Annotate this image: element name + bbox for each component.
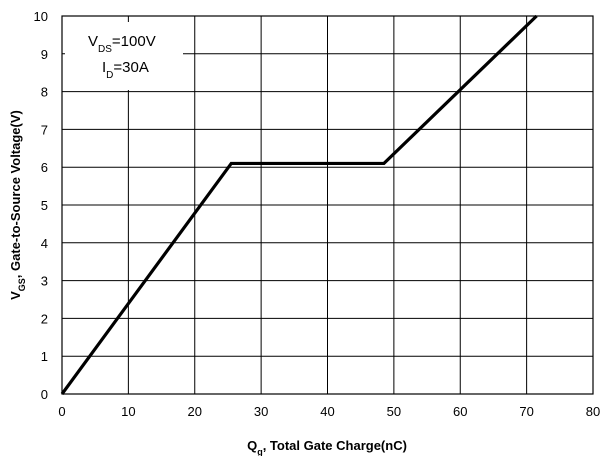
y-tick-label-7: 7 bbox=[41, 122, 48, 137]
y-tick-label-6: 6 bbox=[41, 160, 48, 175]
annotation-box: VDS=100V ID=30A bbox=[65, 22, 183, 90]
x-axis-title: Qg, Total Gate Charge(nC) bbox=[247, 438, 407, 456]
gate-charge-curve bbox=[60, 14, 538, 395]
annotation-id: ID=30A bbox=[102, 59, 149, 81]
x-tick-label-4: 40 bbox=[320, 404, 334, 419]
x-tick-label-0: 0 bbox=[58, 404, 65, 419]
y-tick-label-8: 8 bbox=[41, 85, 48, 100]
x-tick-label-3: 30 bbox=[254, 404, 268, 419]
x-tick-label-1: 10 bbox=[121, 404, 135, 419]
x-tick-labels: 0 10 20 30 40 50 60 70 80 bbox=[58, 404, 600, 419]
grid bbox=[61, 15, 594, 395]
y-tick-label-9: 9 bbox=[41, 47, 48, 62]
plot-frame bbox=[61, 15, 594, 395]
y-tick-labels: 0 1 2 3 4 5 6 7 8 9 10 bbox=[34, 9, 48, 402]
x-tick-label-7: 70 bbox=[519, 404, 533, 419]
y-tick-label-5: 5 bbox=[41, 198, 48, 213]
x-tick-label-2: 20 bbox=[188, 404, 202, 419]
y-axis-title: VGS, Gate-to-Source Voltage(V) bbox=[8, 110, 27, 300]
y-tick-label-1: 1 bbox=[41, 349, 48, 364]
y-tick-label-2: 2 bbox=[41, 311, 48, 326]
y-tick-label-4: 4 bbox=[41, 236, 48, 251]
annotation-background bbox=[65, 22, 183, 90]
x-tick-label-5: 50 bbox=[387, 404, 401, 419]
annotation-vds: VDS=100V bbox=[88, 33, 156, 55]
y-tick-label-0: 0 bbox=[41, 387, 48, 402]
x-tick-label-8: 80 bbox=[586, 404, 600, 419]
y-tick-label-10: 10 bbox=[34, 9, 48, 24]
x-tick-label-6: 60 bbox=[453, 404, 467, 419]
y-tick-label-3: 3 bbox=[41, 274, 48, 289]
